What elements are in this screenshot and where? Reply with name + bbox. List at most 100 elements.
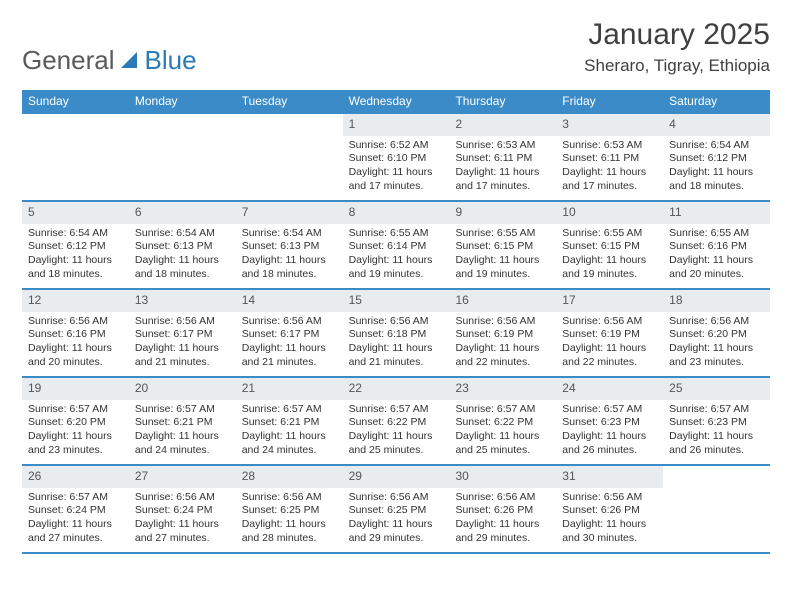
sunset-line: Sunset: 6:10 PM bbox=[349, 152, 444, 166]
sunrise-line: Sunrise: 6:52 AM bbox=[349, 139, 444, 153]
sunset-line: Sunset: 6:18 PM bbox=[349, 328, 444, 342]
day-cell: 12Sunrise: 6:56 AMSunset: 6:16 PMDayligh… bbox=[22, 290, 129, 376]
day-info: Sunrise: 6:57 AMSunset: 6:23 PMDaylight:… bbox=[663, 400, 770, 464]
day-cell: 16Sunrise: 6:56 AMSunset: 6:19 PMDayligh… bbox=[449, 290, 556, 376]
day-number: 22 bbox=[343, 378, 450, 400]
page-header: General Blue January 2025 Sheraro, Tigra… bbox=[22, 18, 770, 76]
day-cell: 2Sunrise: 6:53 AMSunset: 6:11 PMDaylight… bbox=[449, 114, 556, 200]
daylight-line: Daylight: 11 hours and 19 minutes. bbox=[562, 254, 657, 281]
brand-name-a: General bbox=[22, 45, 115, 76]
day-info: Sunrise: 6:56 AMSunset: 6:25 PMDaylight:… bbox=[236, 488, 343, 552]
daylight-line: Daylight: 11 hours and 26 minutes. bbox=[669, 430, 764, 457]
day-cell: 29Sunrise: 6:56 AMSunset: 6:25 PMDayligh… bbox=[343, 466, 450, 552]
day-number: 30 bbox=[449, 466, 556, 488]
day-info: Sunrise: 6:56 AMSunset: 6:17 PMDaylight:… bbox=[129, 312, 236, 376]
daylight-line: Daylight: 11 hours and 18 minutes. bbox=[242, 254, 337, 281]
daylight-line: Daylight: 11 hours and 23 minutes. bbox=[28, 430, 123, 457]
daylight-line: Daylight: 11 hours and 24 minutes. bbox=[135, 430, 230, 457]
sunset-line: Sunset: 6:12 PM bbox=[28, 240, 123, 254]
dow-cell: Wednesday bbox=[343, 90, 450, 112]
day-cell bbox=[22, 114, 129, 200]
location-subtitle: Sheraro, Tigray, Ethiopia bbox=[584, 56, 770, 76]
daylight-line: Daylight: 11 hours and 26 minutes. bbox=[562, 430, 657, 457]
daylight-line: Daylight: 11 hours and 21 minutes. bbox=[349, 342, 444, 369]
sunset-line: Sunset: 6:11 PM bbox=[562, 152, 657, 166]
day-cell: 20Sunrise: 6:57 AMSunset: 6:21 PMDayligh… bbox=[129, 378, 236, 464]
day-cell: 30Sunrise: 6:56 AMSunset: 6:26 PMDayligh… bbox=[449, 466, 556, 552]
day-number: 26 bbox=[22, 466, 129, 488]
daylight-line: Daylight: 11 hours and 29 minutes. bbox=[455, 518, 550, 545]
day-cell: 15Sunrise: 6:56 AMSunset: 6:18 PMDayligh… bbox=[343, 290, 450, 376]
sunrise-line: Sunrise: 6:55 AM bbox=[562, 227, 657, 241]
day-cell: 26Sunrise: 6:57 AMSunset: 6:24 PMDayligh… bbox=[22, 466, 129, 552]
day-cell: 1Sunrise: 6:52 AMSunset: 6:10 PMDaylight… bbox=[343, 114, 450, 200]
day-cell: 17Sunrise: 6:56 AMSunset: 6:19 PMDayligh… bbox=[556, 290, 663, 376]
day-cell bbox=[663, 466, 770, 552]
day-number: 20 bbox=[129, 378, 236, 400]
sunset-line: Sunset: 6:19 PM bbox=[455, 328, 550, 342]
day-info: Sunrise: 6:55 AMSunset: 6:16 PMDaylight:… bbox=[663, 224, 770, 288]
day-number: 24 bbox=[556, 378, 663, 400]
day-number: 9 bbox=[449, 202, 556, 224]
sunrise-line: Sunrise: 6:56 AM bbox=[135, 315, 230, 329]
sunrise-line: Sunrise: 6:56 AM bbox=[455, 315, 550, 329]
sunset-line: Sunset: 6:11 PM bbox=[455, 152, 550, 166]
sunrise-line: Sunrise: 6:53 AM bbox=[455, 139, 550, 153]
day-cell: 18Sunrise: 6:56 AMSunset: 6:20 PMDayligh… bbox=[663, 290, 770, 376]
day-info: Sunrise: 6:56 AMSunset: 6:18 PMDaylight:… bbox=[343, 312, 450, 376]
day-info: Sunrise: 6:57 AMSunset: 6:24 PMDaylight:… bbox=[22, 488, 129, 552]
sunset-line: Sunset: 6:17 PM bbox=[135, 328, 230, 342]
day-cell: 3Sunrise: 6:53 AMSunset: 6:11 PMDaylight… bbox=[556, 114, 663, 200]
day-number: 25 bbox=[663, 378, 770, 400]
daylight-line: Daylight: 11 hours and 25 minutes. bbox=[349, 430, 444, 457]
day-number: 19 bbox=[22, 378, 129, 400]
day-number: 15 bbox=[343, 290, 450, 312]
sunset-line: Sunset: 6:26 PM bbox=[562, 504, 657, 518]
daylight-line: Daylight: 11 hours and 17 minutes. bbox=[349, 166, 444, 193]
sunset-line: Sunset: 6:21 PM bbox=[242, 416, 337, 430]
day-info: Sunrise: 6:57 AMSunset: 6:22 PMDaylight:… bbox=[449, 400, 556, 464]
sunrise-line: Sunrise: 6:57 AM bbox=[135, 403, 230, 417]
daylight-line: Daylight: 11 hours and 27 minutes. bbox=[135, 518, 230, 545]
dow-cell: Monday bbox=[129, 90, 236, 112]
dow-cell: Sunday bbox=[22, 90, 129, 112]
day-number: 14 bbox=[236, 290, 343, 312]
day-info: Sunrise: 6:55 AMSunset: 6:15 PMDaylight:… bbox=[556, 224, 663, 288]
sunrise-line: Sunrise: 6:55 AM bbox=[455, 227, 550, 241]
daylight-line: Daylight: 11 hours and 20 minutes. bbox=[28, 342, 123, 369]
day-number: 6 bbox=[129, 202, 236, 224]
day-number: 18 bbox=[663, 290, 770, 312]
day-number: 2 bbox=[449, 114, 556, 136]
day-cell: 8Sunrise: 6:55 AMSunset: 6:14 PMDaylight… bbox=[343, 202, 450, 288]
day-info: Sunrise: 6:57 AMSunset: 6:22 PMDaylight:… bbox=[343, 400, 450, 464]
daylight-line: Daylight: 11 hours and 18 minutes. bbox=[28, 254, 123, 281]
day-cell: 13Sunrise: 6:56 AMSunset: 6:17 PMDayligh… bbox=[129, 290, 236, 376]
day-info: Sunrise: 6:56 AMSunset: 6:19 PMDaylight:… bbox=[449, 312, 556, 376]
day-cell: 21Sunrise: 6:57 AMSunset: 6:21 PMDayligh… bbox=[236, 378, 343, 464]
sunrise-line: Sunrise: 6:57 AM bbox=[562, 403, 657, 417]
sunrise-line: Sunrise: 6:57 AM bbox=[28, 491, 123, 505]
sunset-line: Sunset: 6:23 PM bbox=[562, 416, 657, 430]
daylight-line: Daylight: 11 hours and 17 minutes. bbox=[562, 166, 657, 193]
day-cell: 7Sunrise: 6:54 AMSunset: 6:13 PMDaylight… bbox=[236, 202, 343, 288]
day-cell: 5Sunrise: 6:54 AMSunset: 6:12 PMDaylight… bbox=[22, 202, 129, 288]
day-of-week-header: SundayMondayTuesdayWednesdayThursdayFrid… bbox=[22, 90, 770, 112]
day-info: Sunrise: 6:56 AMSunset: 6:26 PMDaylight:… bbox=[556, 488, 663, 552]
day-info: Sunrise: 6:56 AMSunset: 6:26 PMDaylight:… bbox=[449, 488, 556, 552]
daylight-line: Daylight: 11 hours and 21 minutes. bbox=[135, 342, 230, 369]
week-row: 1Sunrise: 6:52 AMSunset: 6:10 PMDaylight… bbox=[22, 112, 770, 200]
sunrise-line: Sunrise: 6:53 AM bbox=[562, 139, 657, 153]
daylight-line: Daylight: 11 hours and 18 minutes. bbox=[135, 254, 230, 281]
week-row: 19Sunrise: 6:57 AMSunset: 6:20 PMDayligh… bbox=[22, 376, 770, 464]
sunset-line: Sunset: 6:26 PM bbox=[455, 504, 550, 518]
day-cell: 24 Sunrise: 6:57 AMSunset: 6:23 PMDayligh… bbox=[556, 378, 663, 464]
sunrise-line: Sunrise: 6:56 AM bbox=[242, 491, 337, 505]
day-cell: 23Sunrise: 6:57 AMSunset: 6:22 PMDayligh… bbox=[449, 378, 556, 464]
day-cell: 19Sunrise: 6:57 AMSunset: 6:20 PMDayligh… bbox=[22, 378, 129, 464]
daylight-line: Daylight: 11 hours and 29 minutes. bbox=[349, 518, 444, 545]
day-number: 17 bbox=[556, 290, 663, 312]
day-number: 28 bbox=[236, 466, 343, 488]
calendar-grid: SundayMondayTuesdayWednesdayThursdayFrid… bbox=[22, 90, 770, 554]
day-number: 13 bbox=[129, 290, 236, 312]
sunset-line: Sunset: 6:17 PM bbox=[242, 328, 337, 342]
